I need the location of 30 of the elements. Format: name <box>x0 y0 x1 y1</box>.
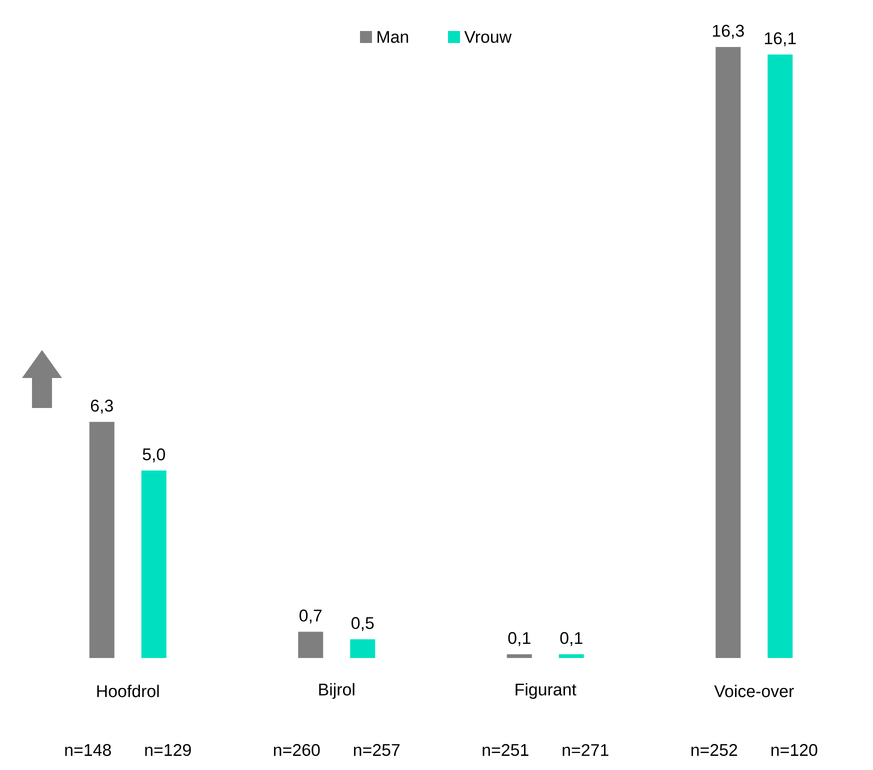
x-tick-label: Voice-over <box>714 684 794 698</box>
bar <box>350 639 376 658</box>
legend-label: Man <box>378 31 408 43</box>
text: n=120 <box>771 744 818 756</box>
data-label: 16,1 <box>764 32 796 46</box>
data-label: 0,1 <box>560 632 582 646</box>
bar <box>558 654 584 658</box>
text: n=271 <box>562 744 608 756</box>
text: n=129 <box>145 744 191 756</box>
bar <box>716 46 741 658</box>
data-label: 0,1 <box>508 632 530 646</box>
bar <box>89 422 114 658</box>
text: n=252 <box>691 744 738 756</box>
text: n=257 <box>354 744 400 756</box>
legend-label: Vrouw <box>464 31 512 43</box>
data-label: 5,0 <box>142 448 166 462</box>
x-tick-label: Hoofdrol <box>97 684 159 698</box>
x-tick-label: Bijrol <box>319 683 354 699</box>
data-label: 16,3 <box>712 24 744 39</box>
data-label: 6,3 <box>90 400 113 414</box>
bar <box>141 470 166 658</box>
bar <box>506 654 532 658</box>
text: n=148 <box>65 744 111 756</box>
text: n=260 <box>274 744 320 756</box>
bar <box>298 632 324 658</box>
bar <box>768 54 793 658</box>
x-tick-label: Figurant <box>516 683 576 699</box>
text: n=251 <box>482 744 528 756</box>
data-label: 0,7 <box>300 610 322 624</box>
data-label: 0,5 <box>352 617 374 632</box>
